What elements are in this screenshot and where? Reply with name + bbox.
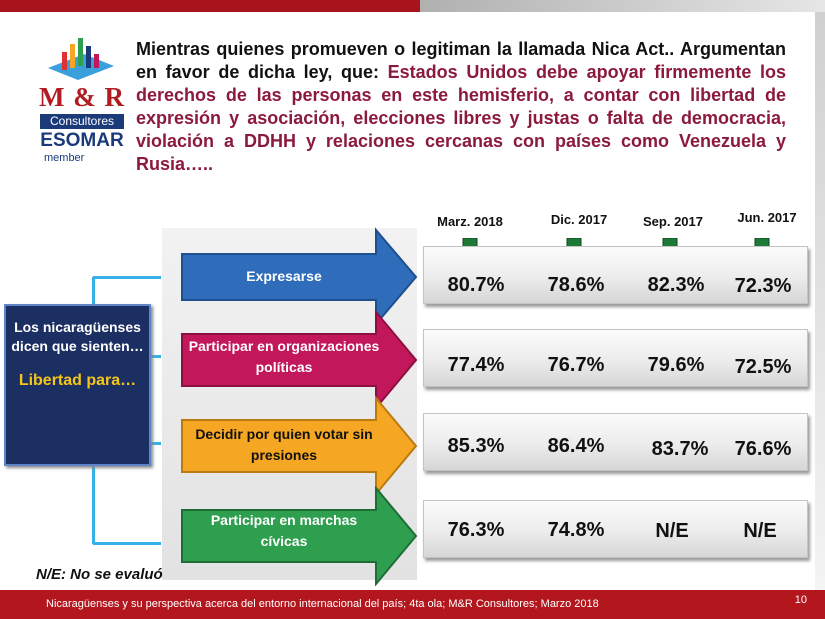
row-label-1: Expresarse [246, 268, 322, 284]
value-cell: N/E [743, 520, 777, 542]
value-cell: 83.7% [651, 438, 709, 460]
arrow-row-3 [181, 396, 418, 496]
column-header-1: Marz. 2018 [437, 214, 503, 229]
value-row-3 [423, 413, 808, 471]
column-header-3: Sep. 2017 [643, 214, 703, 229]
column-header-2: Dic. 2017 [550, 212, 608, 227]
value-cell: N/E [655, 520, 689, 542]
arrow-row-2 [181, 310, 418, 410]
value-cell: 72.5% [734, 356, 792, 378]
value-cell: 86.4% [547, 435, 605, 457]
value-cell: 78.6% [547, 274, 605, 296]
value-cell: 76.7% [547, 354, 605, 376]
not-evaluated-note: N/E: No se evaluó [36, 566, 163, 583]
page-title: Mientras quienes promueven o legitiman l… [136, 38, 786, 176]
value-cell: 77.4% [447, 354, 505, 376]
value-cell: 80.7% [447, 274, 505, 296]
page-number: 10 [794, 594, 807, 606]
left-box-text: Los nicaragüenses dicen que sienten… [11, 319, 144, 354]
column-header-4: Jun. 2017 [737, 210, 797, 225]
logo-member: member [44, 152, 85, 164]
arrow-row-4 [181, 486, 418, 586]
value-cell: 79.6% [647, 354, 705, 376]
row-label-4: Participar en marchas cívicas [210, 512, 358, 549]
value-row-2 [423, 329, 808, 387]
title-intro: Mientras quienes promueven o legitiman l… [136, 39, 786, 82]
value-cell: 76.6% [734, 438, 792, 460]
value-cell: 85.3% [447, 435, 505, 457]
connector-4 [93, 542, 161, 545]
logo-name: M & R [39, 82, 125, 112]
left-box: Los nicaragüenses dicen que sienten… Lib… [4, 304, 151, 466]
footer-source: Nicaragüenses y su perspectiva acerca de… [46, 598, 599, 610]
title-highlight: Estados Unidos debe apoyar firmemente lo… [136, 62, 786, 174]
value-row-1 [423, 246, 808, 304]
connector-1 [93, 276, 161, 279]
left-box-highlight: Libertad para… [18, 372, 137, 389]
value-cell: 72.3% [734, 275, 792, 297]
value-cell: 76.3% [447, 519, 505, 541]
logo-subtitle: Consultores [40, 114, 124, 129]
logo-chart-icon [48, 38, 114, 80]
value-row-4 [423, 500, 808, 558]
arrow-row-1 [181, 227, 418, 327]
value-cell: 74.8% [547, 519, 605, 541]
right-bar [815, 12, 825, 592]
top-bar [0, 0, 825, 12]
value-cell: 82.3% [647, 274, 705, 296]
logo: M & R Consultores ESOMAR member [36, 34, 128, 164]
row-label-3: Decidir por quien votar sin presiones [195, 426, 373, 463]
row-label-2: Participar en organizaciones políticas [188, 338, 380, 375]
footer: Nicaragüenses y su perspectiva acerca de… [0, 590, 825, 619]
logo-association: ESOMAR [40, 130, 124, 151]
